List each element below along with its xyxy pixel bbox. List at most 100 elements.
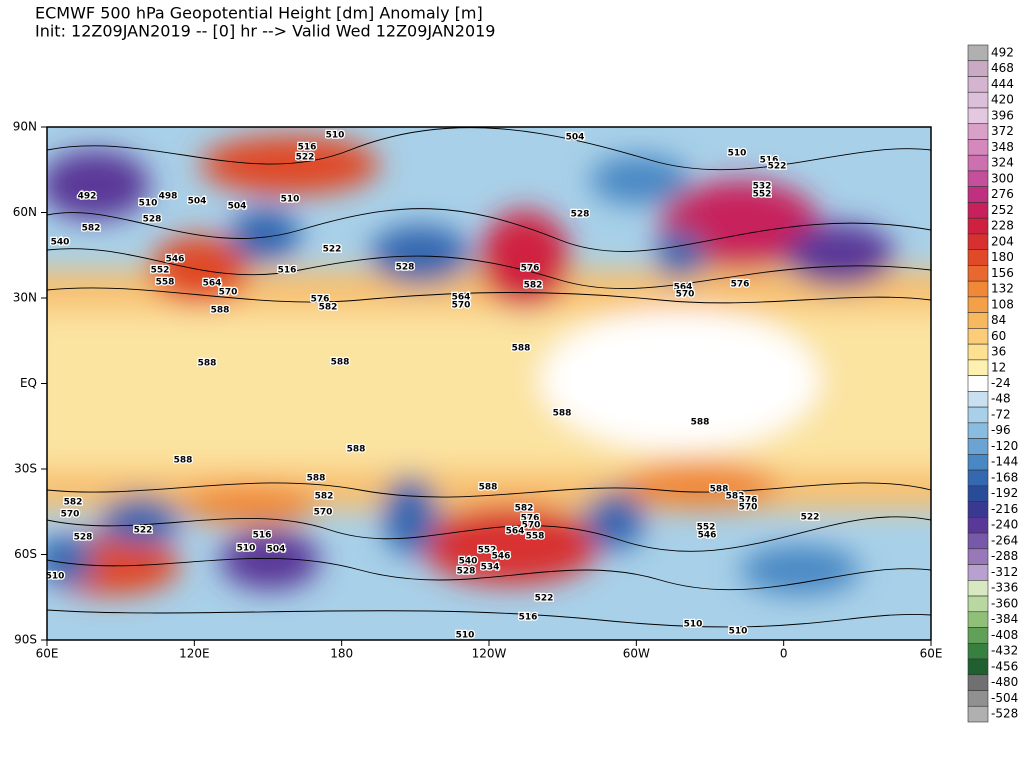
subtitle: Init: 12Z09JAN2019 -- [0] hr --> Valid W… bbox=[35, 22, 495, 41]
contour-label: 540 bbox=[51, 238, 70, 248]
contour-label: 510 bbox=[729, 627, 748, 637]
colorbar-label: -504 bbox=[991, 691, 1018, 705]
contour-label: 582 bbox=[82, 224, 101, 234]
colorbar-swatch bbox=[967, 642, 989, 660]
contour-label: 522 bbox=[801, 513, 820, 523]
contour-label: 552 bbox=[753, 190, 772, 200]
colorbar-swatch bbox=[967, 265, 989, 282]
contour-label: 582 bbox=[64, 498, 83, 508]
colorbar-swatch bbox=[967, 391, 989, 408]
colorbar-label: -216 bbox=[991, 502, 1018, 516]
contour-label: 510 bbox=[237, 544, 256, 554]
contour-label: 504 bbox=[267, 545, 286, 555]
colorbar-swatch bbox=[967, 123, 989, 140]
colorbar-swatch bbox=[967, 359, 989, 376]
colorbar-label: -384 bbox=[991, 612, 1018, 626]
contour-label: 576 bbox=[521, 264, 540, 274]
colorbar-label: 204 bbox=[991, 234, 1014, 248]
contour-label: 588 bbox=[691, 418, 710, 428]
colorbar-label: -120 bbox=[991, 439, 1018, 453]
colorbar-swatch bbox=[967, 548, 989, 565]
colorbar-label: -528 bbox=[991, 707, 1018, 721]
colorbar-swatch bbox=[967, 674, 989, 691]
colorbar-swatch bbox=[967, 60, 989, 77]
contour-label: 504 bbox=[188, 197, 207, 207]
colorbar-swatch bbox=[967, 469, 989, 487]
colorbar-label: 36 bbox=[991, 345, 1006, 359]
contour-label: 582 bbox=[515, 504, 534, 514]
colorbar-swatch bbox=[967, 249, 989, 266]
contour-label: 510 bbox=[728, 149, 747, 159]
colorbar-swatch bbox=[967, 139, 989, 156]
contour-label: 588 bbox=[553, 409, 572, 419]
contour-label: 570 bbox=[61, 510, 80, 520]
contour-label: 522 bbox=[535, 594, 554, 604]
contour-label: 546 bbox=[166, 255, 185, 265]
colorbar-swatch bbox=[967, 627, 989, 644]
contour-label: 576 bbox=[731, 280, 750, 290]
lon-label: 180 bbox=[330, 647, 353, 661]
contour-label: 576 bbox=[739, 496, 758, 506]
contour-label: 522 bbox=[768, 162, 787, 172]
contour-label: 552 bbox=[151, 266, 170, 276]
lat-label: 90N bbox=[13, 120, 37, 134]
colorbar-label: -96 bbox=[991, 423, 1011, 437]
contour-label: 516 bbox=[760, 156, 779, 166]
colorbar-label: -72 bbox=[991, 407, 1011, 421]
colorbar-label: 420 bbox=[991, 93, 1014, 107]
lon-label: 60W bbox=[623, 647, 650, 661]
colorbar-label: -360 bbox=[991, 596, 1018, 610]
colorbar-label: 468 bbox=[991, 61, 1014, 75]
colorbar-label: 372 bbox=[991, 124, 1014, 138]
colorbar-swatch bbox=[967, 532, 989, 550]
colorbar-swatch bbox=[967, 564, 989, 581]
colorbar-swatch bbox=[967, 690, 989, 707]
colorbar-swatch bbox=[967, 454, 989, 471]
colorbar-swatch bbox=[967, 280, 989, 298]
title: ECMWF 500 hPa Geopotential Height [dm] A… bbox=[35, 4, 483, 23]
colorbar-label: 300 bbox=[991, 171, 1014, 185]
colorbar-label: -456 bbox=[991, 659, 1018, 673]
contour-label: 576 bbox=[311, 295, 330, 305]
contour-label: 532 bbox=[753, 182, 772, 192]
colorbar-swatch bbox=[967, 44, 989, 62]
contour-label: 552 bbox=[697, 523, 716, 533]
contour-label: 528 bbox=[396, 263, 415, 273]
colorbar-label: -240 bbox=[991, 518, 1018, 532]
contour-label: 582 bbox=[315, 492, 334, 502]
colorbar-label: -144 bbox=[991, 455, 1018, 469]
colorbar-swatch bbox=[967, 170, 989, 187]
lon-label: 60E bbox=[920, 647, 943, 661]
contour-label: 570 bbox=[739, 503, 758, 513]
contour-label: 588 bbox=[307, 474, 326, 484]
lat-label: EQ bbox=[20, 376, 37, 390]
contour-label: 522 bbox=[134, 526, 153, 536]
contour-label: 504 bbox=[566, 133, 585, 143]
contour-label: 510 bbox=[281, 195, 300, 205]
lon-label: 120W bbox=[472, 647, 507, 661]
contour-label: 510 bbox=[46, 572, 65, 582]
contour-label: 516 bbox=[298, 143, 317, 153]
lat-label: 30N bbox=[13, 291, 37, 305]
colorbar-label: 84 bbox=[991, 313, 1006, 327]
contour-label: 588 bbox=[198, 359, 217, 369]
contour-label: 540 bbox=[459, 557, 478, 567]
colorbar-label: 180 bbox=[991, 250, 1014, 264]
contour-label: 582 bbox=[319, 303, 338, 313]
colorbar-swatch bbox=[967, 595, 989, 613]
colorbar-label: -312 bbox=[991, 565, 1018, 579]
colorbar-swatch bbox=[967, 76, 989, 93]
colorbar-swatch bbox=[967, 296, 989, 313]
contour-label: 558 bbox=[526, 532, 545, 542]
colorbar-label: -408 bbox=[991, 628, 1018, 642]
colorbar-label: -168 bbox=[991, 470, 1018, 484]
lon-label: 120E bbox=[179, 647, 210, 661]
colorbar-swatch bbox=[967, 501, 989, 518]
contour-label: 510 bbox=[684, 620, 703, 630]
contour-label: 570 bbox=[314, 508, 333, 518]
contour-label: 570 bbox=[676, 290, 695, 300]
colorbar-label: -288 bbox=[991, 549, 1018, 563]
colorbar-swatch bbox=[967, 705, 989, 723]
contour-label: 588 bbox=[479, 483, 498, 493]
